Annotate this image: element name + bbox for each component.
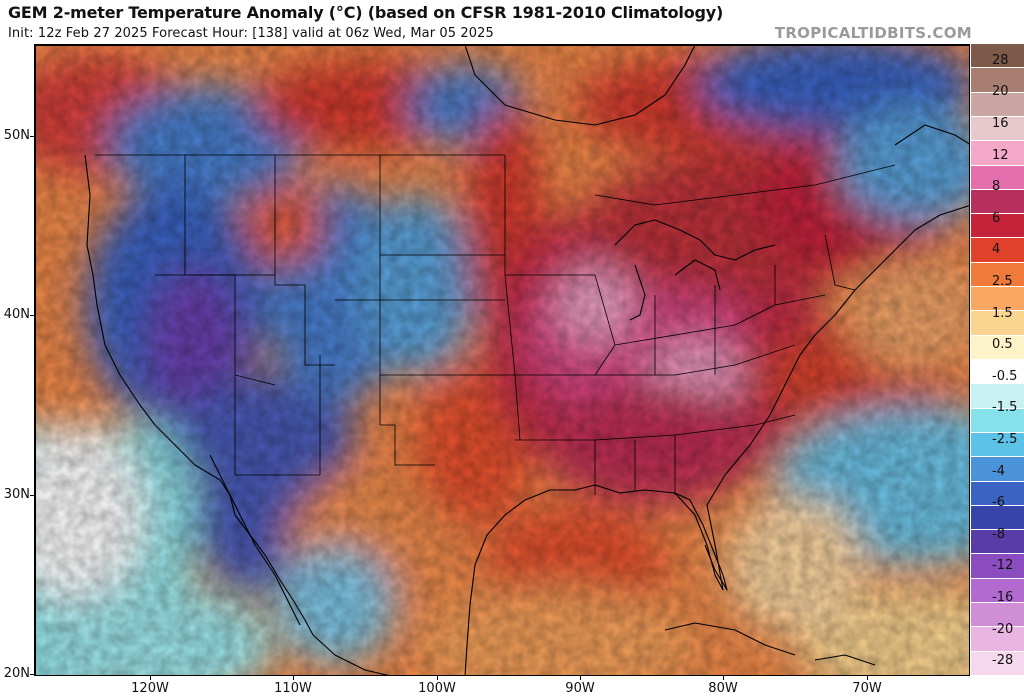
colorbar-label: 8 — [992, 179, 1001, 195]
lat-tick — [30, 674, 35, 675]
colorbar-swatch — [971, 214, 1024, 239]
colorbar-swatch — [971, 116, 1024, 142]
brand-watermark: TROPICALTIDBITS.COM — [774, 24, 972, 42]
colorbar-swatch — [971, 360, 1024, 385]
lat-label-30n: 30N — [3, 487, 30, 502]
colorbar-label: -12 — [992, 558, 1014, 574]
lon-tick — [867, 676, 868, 680]
colorbar-swatch — [971, 287, 1024, 312]
colorbar-swatch — [971, 505, 1024, 531]
lat-label-20n: 20N — [3, 666, 30, 681]
colorbar-label: -0.5 — [992, 368, 1018, 384]
anomaly-map[interactable] — [34, 44, 970, 676]
colorbar-swatch — [971, 141, 1024, 166]
colorbar-label: 2.5 — [992, 274, 1013, 289]
texture-overlay — [35, 45, 969, 675]
colorbar-label: -8 — [992, 526, 1005, 542]
colorbar-swatch — [971, 530, 1024, 555]
colorbar-label: 28 — [992, 52, 1009, 68]
lon-tick — [150, 676, 151, 680]
colorbar-label: 20 — [992, 84, 1009, 100]
colorbar-swatch — [971, 384, 1024, 409]
colorbar-label: 6 — [992, 210, 1001, 226]
colorbar-swatch — [971, 554, 1024, 579]
lon-tick — [723, 676, 724, 680]
colorbar-label: 12 — [992, 147, 1009, 163]
colorbar-label: -1.5 — [992, 400, 1018, 416]
forecast-info: Init: 12z Feb 27 2025 Forecast Hour: [13… — [8, 26, 494, 41]
colorbar-label: 16 — [992, 116, 1009, 131]
colorbar-label: 0.5 — [992, 337, 1013, 353]
lon-label-80w: 80W — [708, 681, 738, 696]
colorbar-swatch — [971, 311, 1024, 336]
colorbar: 28 20 16 12 8 6 4 2.5 1.5 0.5 -0.5 -1.5 -2.5 -4 -6 -8 -1… — [971, 44, 1024, 676]
lon-label-90w: 90W — [565, 681, 595, 696]
colorbar-swatch — [971, 481, 1024, 506]
colorbar-swatch — [971, 457, 1024, 482]
lat-label-40n: 40N — [3, 307, 30, 322]
lon-tick — [580, 676, 581, 680]
lon-label-70w: 70W — [852, 681, 882, 696]
anomaly-map-svg — [35, 45, 969, 675]
colorbar-swatch — [971, 68, 1024, 93]
colorbar-label: -20 — [992, 621, 1014, 637]
lon-tick — [437, 676, 438, 680]
colorbar-swatch — [971, 335, 1024, 360]
colorbar-label: -16 — [992, 590, 1014, 605]
colorbar-label: -28 — [992, 653, 1014, 669]
coastlines — [84, 45, 969, 675]
colorbar-swatch — [971, 44, 1024, 69]
colorbar-label: -2.5 — [992, 432, 1018, 447]
colorbar-swatch — [971, 92, 1024, 117]
colorbar-swatch — [971, 578, 1024, 604]
colorbar-swatch — [971, 262, 1024, 288]
colorbar-label: 1.5 — [992, 305, 1013, 321]
state-borders — [95, 154, 896, 495]
page-title: GEM 2-meter Temperature Anomaly (°C) (ba… — [8, 3, 724, 22]
lat-tick — [30, 136, 35, 137]
colorbar-swatch — [971, 651, 1024, 676]
colorbar-swatch — [971, 408, 1024, 433]
map-border — [35, 45, 969, 675]
colorbar-swatch — [971, 189, 1024, 215]
colorbar-label: -4 — [992, 463, 1005, 479]
lat-tick — [30, 315, 35, 316]
lat-tick — [30, 495, 35, 496]
lon-tick — [293, 676, 294, 680]
lon-label-100w: 100W — [418, 681, 456, 696]
colorbar-label: 4 — [992, 242, 1001, 258]
colorbar-label: -6 — [992, 495, 1005, 511]
lon-label-120w: 120W — [131, 681, 169, 696]
colorbar-swatch — [971, 432, 1024, 458]
colorbar-swatch — [971, 238, 1024, 263]
colorbar-swatch — [971, 627, 1024, 652]
lon-label-110w: 110W — [274, 681, 312, 696]
lat-label-50n: 50N — [3, 128, 30, 143]
colorbar-swatch — [971, 603, 1024, 628]
colorbar-swatch — [971, 165, 1024, 190]
